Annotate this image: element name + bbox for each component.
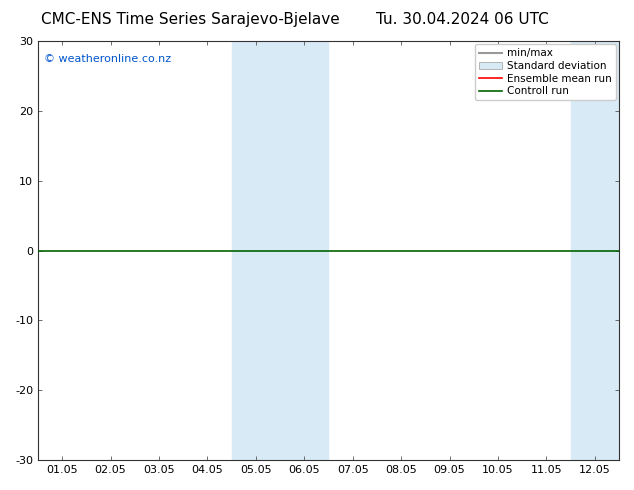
Legend: min/max, Standard deviation, Ensemble mean run, Controll run: min/max, Standard deviation, Ensemble me… xyxy=(475,44,616,100)
Text: Tu. 30.04.2024 06 UTC: Tu. 30.04.2024 06 UTC xyxy=(377,12,549,27)
Bar xyxy=(231,41,328,460)
Text: CMC-ENS Time Series Sarajevo-Bjelave: CMC-ENS Time Series Sarajevo-Bjelave xyxy=(41,12,340,27)
Bar xyxy=(571,41,634,460)
Text: © weatheronline.co.nz: © weatheronline.co.nz xyxy=(44,53,171,64)
